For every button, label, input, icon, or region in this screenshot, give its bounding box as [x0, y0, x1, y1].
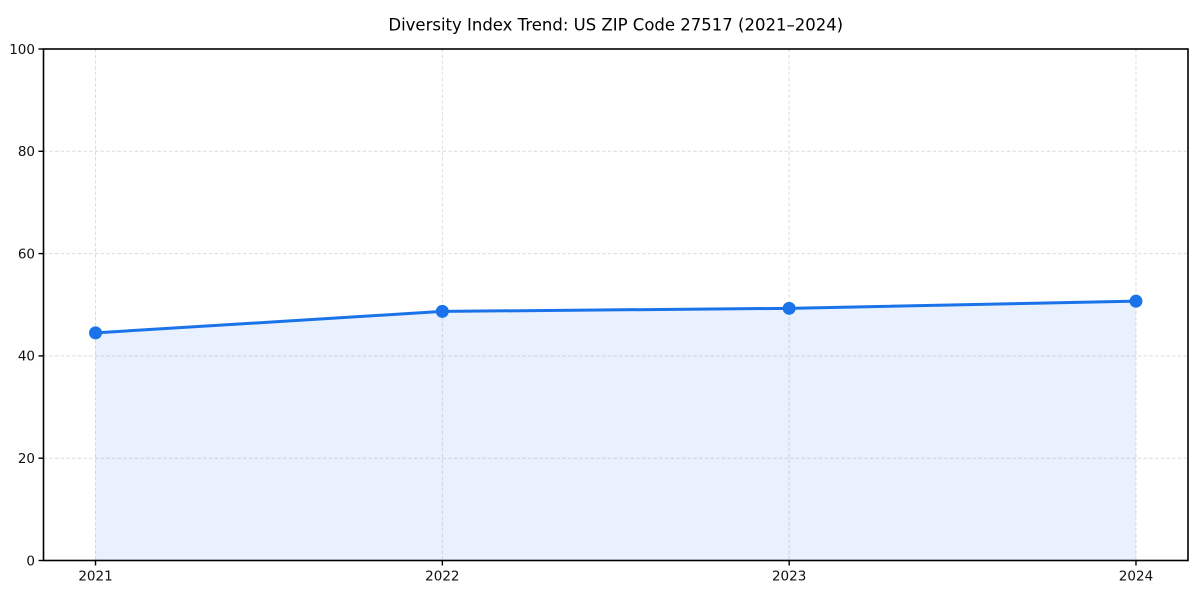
y-tick-label: 0	[26, 553, 35, 569]
y-tick-label: 40	[18, 349, 35, 365]
x-tick-label: 2024	[1119, 569, 1153, 585]
x-tick-label: 2022	[425, 569, 459, 585]
y-tick-label: 20	[18, 451, 35, 467]
trend-line-layer	[94, 299, 1138, 335]
plot-border	[42, 48, 1189, 562]
axis-ticks	[38, 48, 1137, 566]
y-tick-label: 60	[18, 246, 35, 262]
area-fill-layer	[95, 301, 1136, 561]
data-point	[1129, 294, 1143, 308]
data-points-layer	[89, 294, 1143, 340]
area-fill	[95, 301, 1136, 561]
x-tick-label: 2021	[78, 569, 112, 585]
chart-title: Diversity Index Trend: US ZIP Code 27517…	[388, 16, 843, 35]
data-point	[782, 301, 796, 315]
y-tick-label: 80	[18, 144, 35, 160]
trend-line	[94, 299, 1138, 335]
tick-labels: 0 20 40 60 80 100 2021 2022 2023 2024	[9, 42, 1153, 585]
data-point	[435, 304, 449, 318]
data-point	[89, 326, 103, 340]
x-tick-label: 2023	[772, 569, 806, 585]
y-tick-label: 100	[9, 42, 35, 58]
